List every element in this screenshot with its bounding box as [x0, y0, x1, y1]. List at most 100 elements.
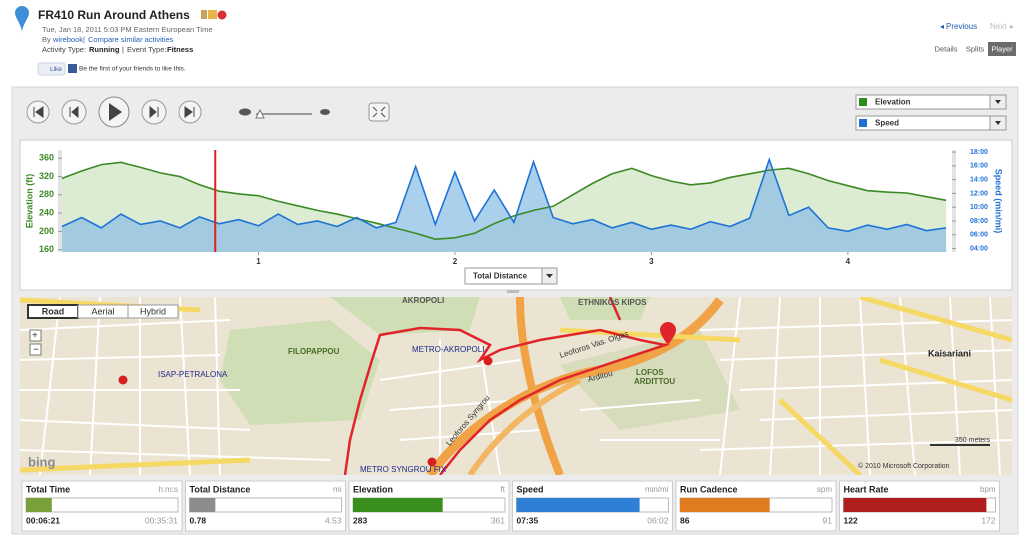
y2-tick-label: 12:00 — [970, 190, 988, 197]
icon — [184, 106, 195, 118]
metro-icon — [118, 375, 128, 385]
map-label: METRO SYNGROU FIX — [360, 465, 447, 474]
like-label: Like — [50, 66, 62, 73]
playback-controls — [26, 96, 390, 128]
edit-icon[interactable] — [208, 10, 217, 19]
map-type-buttons: Road Aerial Hybrid — [27, 304, 179, 319]
compare-link[interactable]: Compare similar activities — [88, 35, 174, 44]
y-axis-label: Elevation (ft) — [24, 174, 34, 229]
metric-swatch — [859, 119, 867, 127]
y-tick-label: 360 — [39, 153, 54, 163]
x-tick-label: 3 — [649, 257, 654, 266]
metro-icon — [483, 356, 493, 366]
activity-icon — [15, 6, 29, 33]
stat-fill — [843, 498, 987, 512]
y2-tick-label: 18:00 — [970, 149, 988, 156]
tab[interactable] — [963, 42, 987, 56]
y-tick-label: 280 — [39, 189, 54, 199]
next-link[interactable]: Next — [990, 22, 1007, 31]
stat-name: Run Cadence — [680, 484, 738, 494]
activity-date: Tue, Jan 18, 2011 5:03 PM Eastern Europe… — [42, 25, 213, 34]
stat-unit: spm — [817, 485, 832, 494]
bing-logo: bing — [28, 454, 55, 469]
fullscreen-button[interactable] — [368, 102, 390, 122]
previous-link[interactable]: Previous — [946, 22, 977, 31]
metric-label: Elevation — [875, 98, 911, 107]
x-tick-label: 4 — [846, 257, 851, 266]
scale-label: 350 meters — [955, 437, 991, 444]
stat-fill — [516, 498, 640, 512]
by-label: By — [42, 35, 51, 44]
event-type-label: Event Type: — [127, 45, 166, 54]
park — [330, 297, 480, 335]
map-type-button[interactable] — [127, 304, 179, 319]
metric-label: Speed — [875, 119, 899, 128]
x-tick-label: 1 — [256, 257, 261, 266]
header: FR410 Run Around Athens Tue, Jan 18, 201… — [15, 6, 227, 76]
zoom-out-label: − — [33, 345, 39, 356]
stat-value: 86 — [680, 515, 690, 525]
map: AKROPOLI ETHNIKOS KIPOS FILOPAPPOU METRO… — [20, 296, 1012, 475]
y2-tick-label: 04:00 — [970, 245, 988, 252]
icon — [109, 103, 122, 121]
zoom-out[interactable] — [29, 343, 42, 356]
tab[interactable] — [932, 42, 960, 56]
tab-label: Splits — [966, 44, 985, 53]
map-type-label: Hybrid — [140, 306, 166, 316]
stat-name: Total Time — [26, 484, 70, 494]
route — [343, 326, 670, 475]
series-line — [61, 157, 947, 233]
y2-tick-label: 14:00 — [970, 176, 988, 183]
map-label: METRO-AKROPOLI — [412, 345, 484, 354]
separator: | — [122, 45, 124, 54]
fb-icon — [68, 64, 77, 73]
slow-icon — [239, 108, 251, 116]
map-view[interactable]: AKROPOLI ETHNIKOS KIPOS FILOPAPPOU METRO… — [20, 296, 1012, 475]
tab-label: Player — [991, 44, 1013, 53]
stat-total: 06:02 — [647, 515, 669, 525]
park — [220, 320, 380, 425]
map-label: ARDITTOU — [634, 377, 675, 386]
y-tick-label: 320 — [39, 171, 54, 181]
map-label: AKROPOLI — [402, 296, 444, 305]
stat-unit: mi — [333, 485, 342, 494]
splitter[interactable] — [507, 290, 519, 293]
y-tick-label: 240 — [39, 207, 54, 217]
speed-slider-thumb[interactable] — [255, 108, 265, 119]
stat-value: 0.78 — [190, 515, 207, 525]
zoom-in[interactable] — [29, 329, 42, 342]
arrow-icon — [995, 121, 1001, 125]
x-axis-label: Total Distance — [473, 272, 528, 281]
stat-total: 361 — [491, 515, 505, 525]
next-arrow: ▸ — [1010, 22, 1014, 31]
stat-unit: min/mi — [645, 485, 669, 494]
stat-value: 122 — [844, 515, 858, 525]
y-tick-label: 160 — [39, 244, 54, 254]
park — [560, 297, 650, 320]
like-button[interactable] — [37, 62, 66, 76]
metric-selectors: Elevation Speed — [855, 94, 1007, 131]
share-icon[interactable] — [201, 10, 207, 19]
area-fill — [62, 159, 947, 252]
stat-total: 172 — [981, 515, 995, 525]
activity-type-label: Activity Type: — [42, 45, 86, 54]
arrow-icon — [995, 100, 1001, 104]
activity-title: FR410 Run Around Athens — [38, 8, 190, 22]
map-label: FILOPAPPOU — [288, 347, 340, 356]
stat-value: 07:35 — [517, 515, 539, 525]
user-link[interactable]: wirebook — [52, 35, 83, 44]
tab[interactable] — [988, 42, 1016, 56]
y2-tick-label: 10:00 — [970, 204, 988, 211]
stat-value: 283 — [353, 515, 367, 525]
y-tick-label: 200 — [39, 226, 54, 236]
stats: Total Time h:m:s 00:06:21 00:35:31 Total Dis… — [21, 480, 1000, 532]
delete-icon[interactable] — [217, 10, 227, 20]
stat-fill — [353, 498, 443, 512]
icon — [149, 105, 159, 119]
map-label: ETHNIKOS KIPOS — [578, 298, 647, 307]
streets — [20, 297, 1012, 475]
position-pin — [660, 322, 676, 345]
right-axis-bar — [952, 150, 956, 252]
metric-swatch — [859, 98, 867, 106]
